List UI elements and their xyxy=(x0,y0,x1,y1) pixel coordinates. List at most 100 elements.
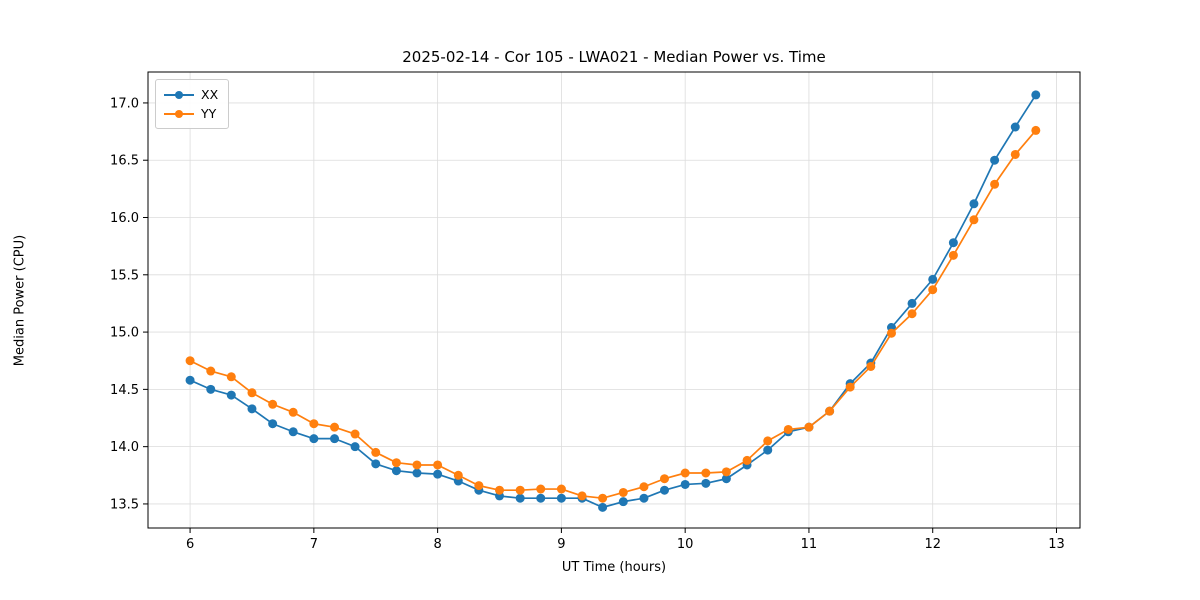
series-marker-xx xyxy=(185,375,195,385)
series-marker-xx xyxy=(680,479,690,489)
series-marker-yy xyxy=(412,460,422,470)
y-axis-label: Median Power (CPU) xyxy=(12,234,28,367)
series-marker-yy xyxy=(886,328,896,338)
series-marker-xx xyxy=(598,502,608,512)
x-tick-label: 10 xyxy=(677,537,694,552)
series-marker-yy xyxy=(556,484,566,494)
series-marker-yy xyxy=(268,399,278,409)
series-marker-yy xyxy=(309,419,319,429)
series-marker-yy xyxy=(350,429,360,439)
series-marker-yy xyxy=(288,407,298,417)
series-marker-yy xyxy=(206,366,216,376)
series-marker-xx xyxy=(639,493,649,503)
series-marker-xx xyxy=(391,466,401,476)
series-marker-xx xyxy=(763,445,773,455)
series-marker-yy xyxy=(618,487,628,497)
series-marker-xx xyxy=(536,493,546,503)
series-marker-yy xyxy=(247,388,257,398)
series-marker-xx xyxy=(433,469,443,479)
series-marker-yy xyxy=(474,481,484,491)
series-marker-yy xyxy=(185,356,195,366)
series-marker-xx xyxy=(907,298,917,308)
y-tick-label: 16.5 xyxy=(110,154,139,169)
series-marker-xx xyxy=(1010,122,1020,132)
series-marker-yy xyxy=(866,361,876,371)
legend-label-yy: YY xyxy=(201,106,217,121)
series-marker-yy xyxy=(907,309,917,319)
series-marker-yy xyxy=(948,250,958,260)
series-marker-yy xyxy=(226,372,236,382)
series-marker-xx xyxy=(226,390,236,400)
chart-title: 2025-02-14 - Cor 105 - LWA021 - Median P… xyxy=(402,48,826,66)
series-marker-yy xyxy=(680,468,690,478)
x-tick-label: 6 xyxy=(186,537,194,552)
series-marker-yy xyxy=(721,467,731,477)
series-marker-xx xyxy=(288,427,298,437)
series-marker-xx xyxy=(990,155,1000,165)
series-marker-yy xyxy=(783,424,793,434)
series-marker-yy xyxy=(742,455,752,465)
y-tick-label: 14.0 xyxy=(110,440,139,455)
series-marker-xx xyxy=(515,493,525,503)
series-marker-yy xyxy=(391,458,401,468)
legend-label-xx: XX xyxy=(201,87,219,102)
legend-item-xx: XX xyxy=(164,85,218,104)
y-tick-label: 15.0 xyxy=(110,326,139,341)
series-marker-xx xyxy=(330,434,340,444)
series-marker-yy xyxy=(845,382,855,392)
series-marker-yy xyxy=(825,406,835,416)
series-marker-xx xyxy=(412,468,422,478)
series-marker-xx xyxy=(268,419,278,429)
series-marker-yy xyxy=(804,422,814,432)
legend-line-marker-icon-xx xyxy=(164,90,194,100)
y-tick-label: 15.5 xyxy=(110,268,139,283)
series-marker-yy xyxy=(515,485,525,495)
series-marker-yy xyxy=(763,436,773,446)
series-marker-xx xyxy=(721,474,731,484)
series-marker-yy xyxy=(433,460,443,470)
series-marker-xx xyxy=(659,485,669,495)
legend-line-marker-icon-yy xyxy=(164,109,194,119)
series-marker-yy xyxy=(495,485,505,495)
series-marker-xx xyxy=(206,384,216,394)
series-marker-yy xyxy=(453,470,463,480)
legend: XX YY xyxy=(155,79,230,129)
series-marker-xx xyxy=(350,442,360,452)
series-marker-xx xyxy=(556,493,566,503)
series-marker-yy xyxy=(536,484,546,494)
series-marker-yy xyxy=(1010,149,1020,159)
y-tick-label: 17.0 xyxy=(110,96,139,111)
series-marker-xx xyxy=(969,199,979,209)
series-marker-yy xyxy=(701,468,711,478)
series-marker-xx xyxy=(948,238,958,248)
x-tick-label: 8 xyxy=(433,537,441,552)
y-tick-label: 13.5 xyxy=(110,497,139,512)
legend-item-yy: YY xyxy=(164,104,218,123)
series-marker-yy xyxy=(598,493,608,503)
series-marker-yy xyxy=(659,474,669,484)
series-marker-xx xyxy=(309,434,319,444)
series-marker-yy xyxy=(639,482,649,492)
series-marker-xx xyxy=(247,404,257,414)
y-tick-label: 14.5 xyxy=(110,383,139,398)
series-marker-yy xyxy=(330,422,340,432)
x-tick-label: 13 xyxy=(1048,537,1065,552)
series-marker-yy xyxy=(969,215,979,225)
series-marker-yy xyxy=(1031,125,1041,135)
series-marker-xx xyxy=(701,478,711,488)
x-tick-label: 9 xyxy=(557,537,565,552)
series-marker-xx xyxy=(618,497,628,507)
x-tick-label: 11 xyxy=(801,537,818,552)
x-tick-label: 7 xyxy=(310,537,318,552)
series-marker-yy xyxy=(928,285,938,295)
plot-frame xyxy=(147,71,1081,529)
series-marker-xx xyxy=(371,459,381,469)
x-tick-label: 12 xyxy=(924,537,941,552)
series-marker-xx xyxy=(928,274,938,284)
series-marker-xx xyxy=(1031,90,1041,100)
series-marker-yy xyxy=(990,179,1000,189)
x-axis-label: UT Time (hours) xyxy=(561,560,667,575)
series-marker-yy xyxy=(371,447,381,457)
